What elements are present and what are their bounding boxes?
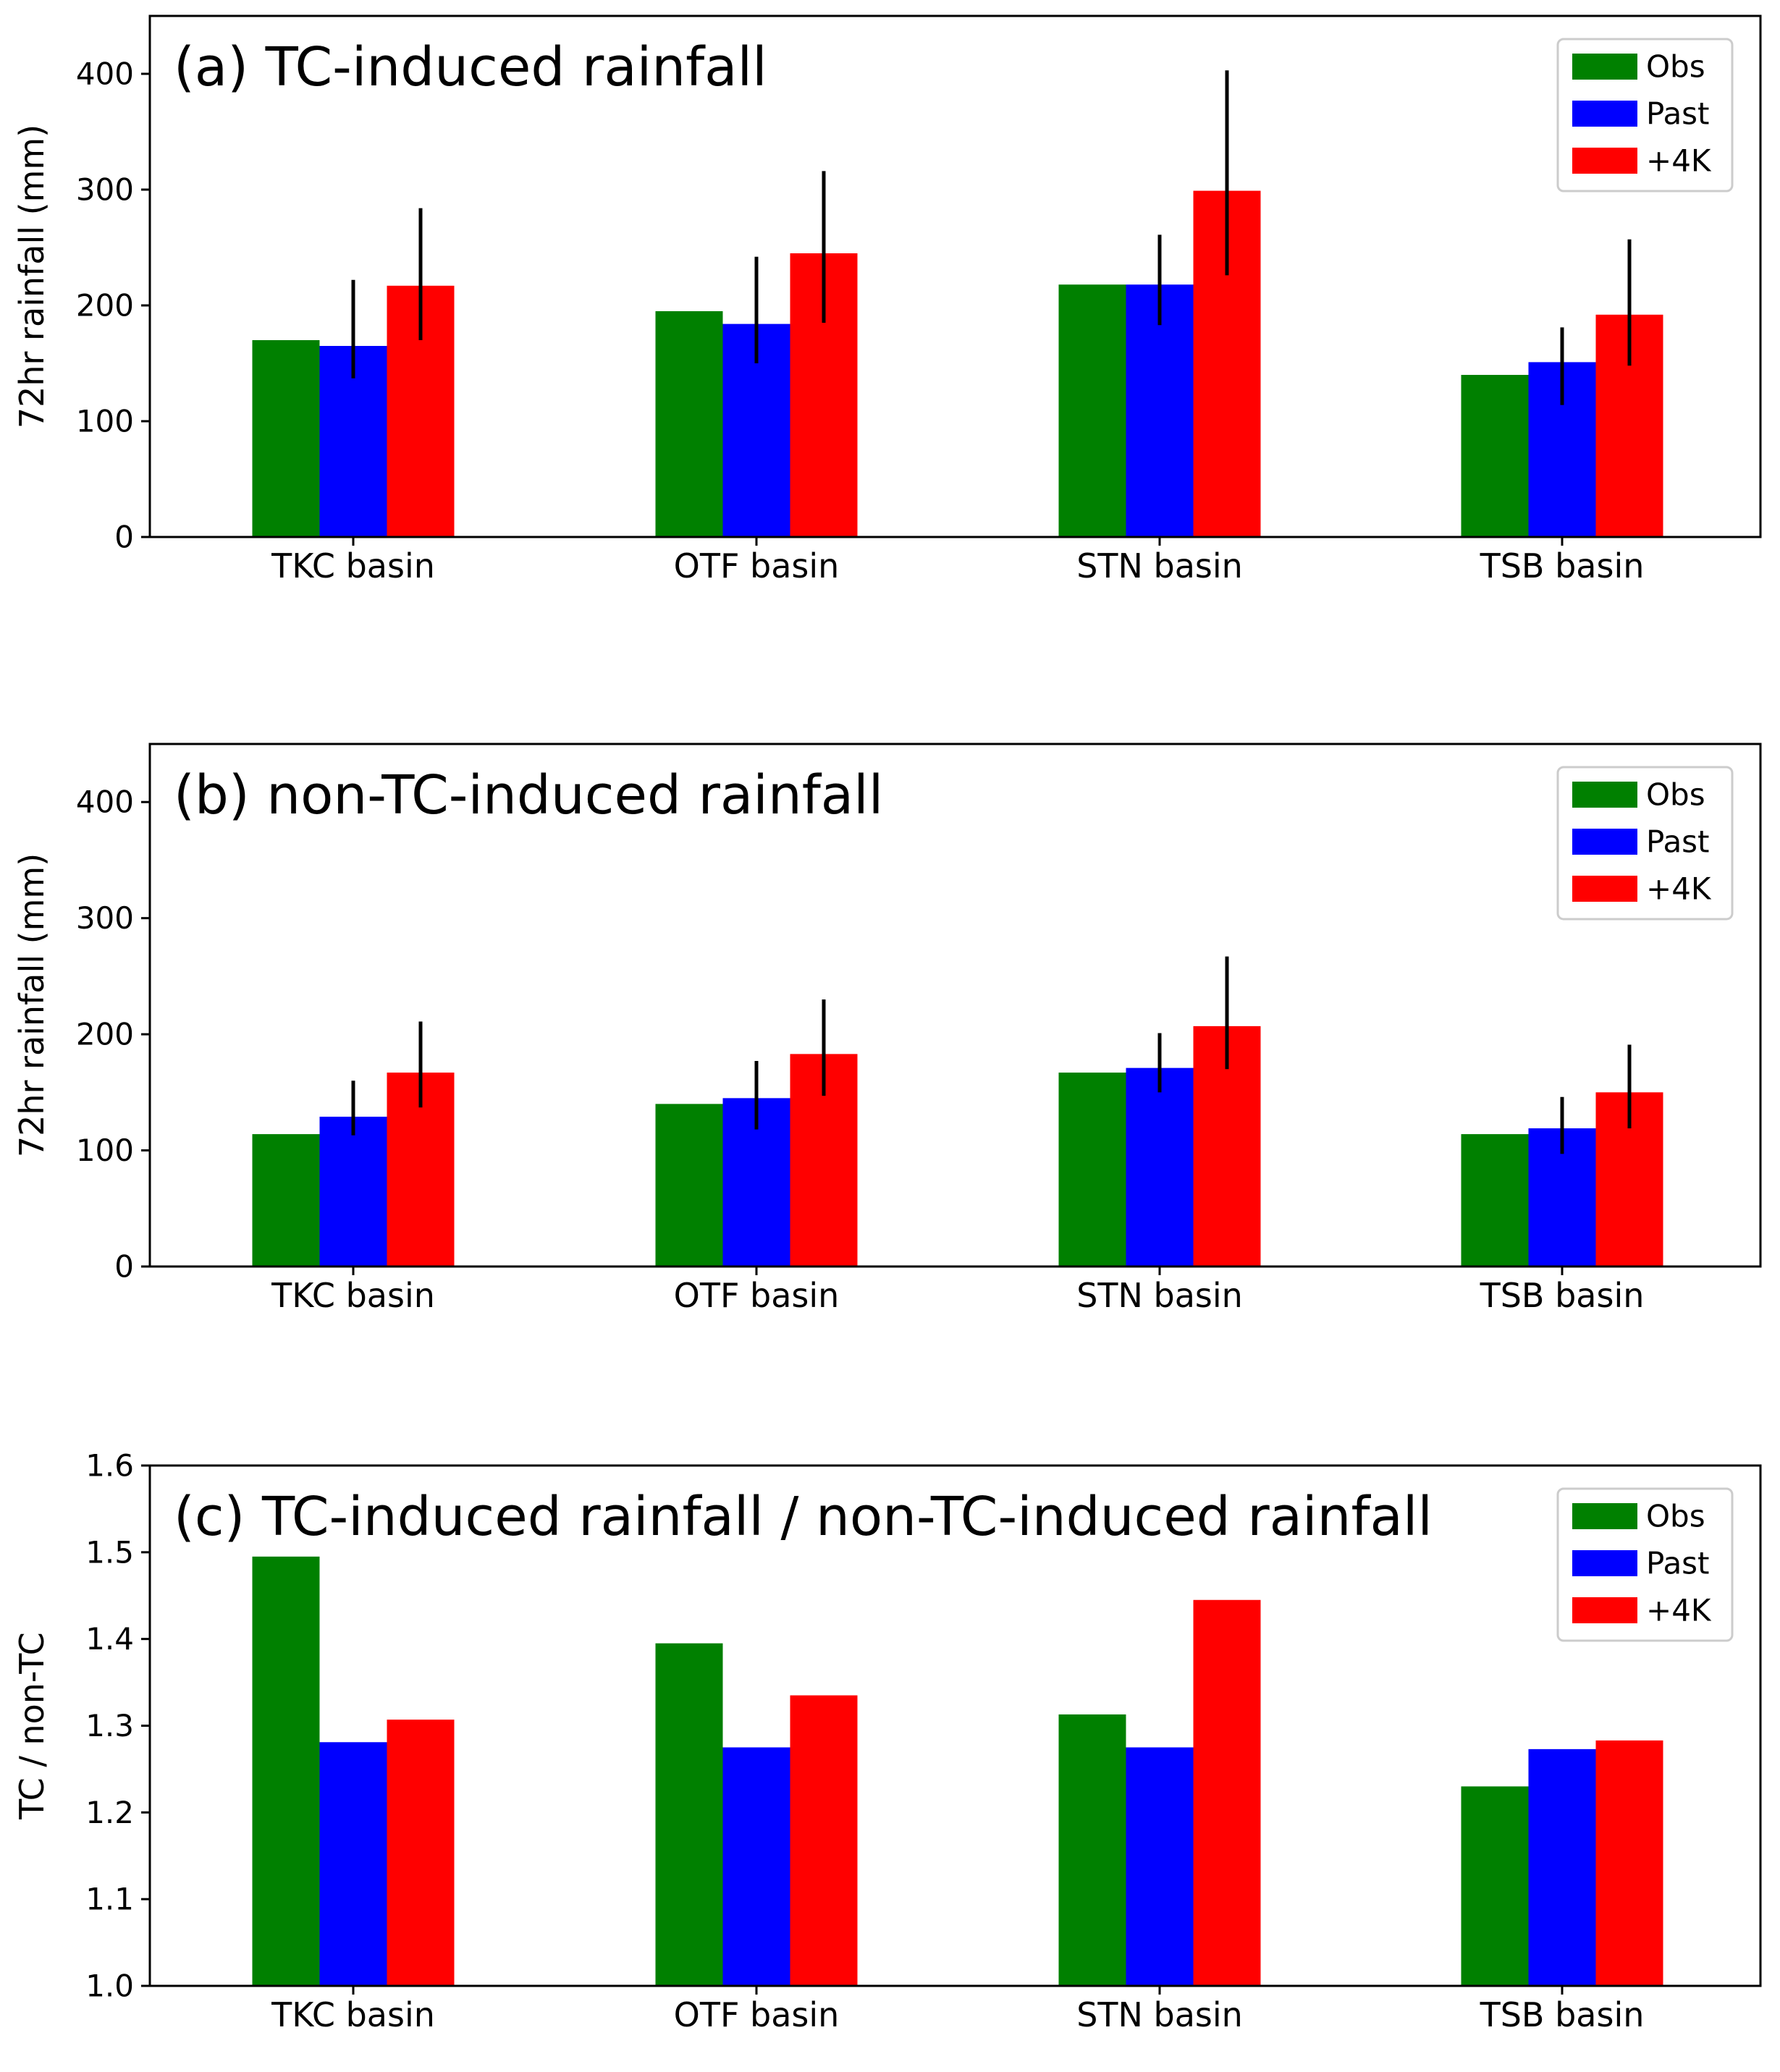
axes-frame xyxy=(148,14,1762,538)
y-tick-label: 1.0 xyxy=(85,1969,134,2004)
legend-label-obs: Obs xyxy=(1646,777,1705,813)
legend-label-4k: +4K xyxy=(1646,871,1712,907)
y-tick-label: 400 xyxy=(76,785,134,820)
bar-4k-tkc-basin xyxy=(387,1720,455,1986)
y-tick-label: 1.4 xyxy=(85,1621,134,1657)
legend: Obs Past +4K xyxy=(1556,766,1734,921)
y-tick-label: 1.2 xyxy=(85,1795,134,1830)
bar-obs-tkc-basin xyxy=(252,1134,320,1267)
panel-title: (c) TC-induced rainfall / non-TC-induced… xyxy=(174,1486,1433,1548)
y-tick-label: 300 xyxy=(76,900,134,936)
bar-obs-tkc-basin xyxy=(252,1556,320,1986)
legend-swatch-past xyxy=(1572,101,1637,127)
panel-title: (a) TC-induced rainfall xyxy=(174,36,767,98)
legend-swatch-obs xyxy=(1572,54,1637,80)
legend: Obs Past +4K xyxy=(1556,38,1734,193)
axes-frame xyxy=(148,743,1762,1268)
bar-obs-stn-basin xyxy=(1058,1714,1126,1986)
x-tick-label-tkc-basin: TKC basin xyxy=(271,1995,435,2034)
bar-obs-tsb-basin xyxy=(1461,1134,1529,1267)
bar-past-tkc-basin xyxy=(319,1117,387,1267)
y-axis-label: 72hr rainfall (mm) xyxy=(12,124,51,428)
x-tick-label-tkc-basin: TKC basin xyxy=(271,546,435,585)
y-tick-label: 300 xyxy=(76,172,134,208)
legend-swatch-4k xyxy=(1572,148,1637,174)
y-tick-label: 200 xyxy=(76,288,134,324)
legend-label-past: Past xyxy=(1646,1546,1710,1581)
x-tick-label-otf-basin: OTF basin xyxy=(674,546,840,585)
bar-4k-otf-basin xyxy=(790,1695,858,1986)
y-tick-label: 400 xyxy=(76,56,134,92)
bar-obs-stn-basin xyxy=(1058,284,1126,537)
bar-obs-tsb-basin xyxy=(1461,375,1529,537)
bar-obs-otf-basin xyxy=(655,1104,723,1267)
bar-4k-stn-basin xyxy=(1193,1599,1261,1986)
x-tick-label-stn-basin: STN basin xyxy=(1076,546,1243,585)
y-tick-label: 0 xyxy=(114,1249,134,1285)
bar-past-tsb-basin xyxy=(1528,1748,1596,1986)
bar-past-tkc-basin xyxy=(319,1742,387,1986)
y-tick-label: 1.5 xyxy=(85,1534,134,1570)
legend-label-4k: +4K xyxy=(1646,1593,1712,1628)
x-tick-label-tsb-basin: TSB basin xyxy=(1480,1995,1645,2034)
bar-past-stn-basin xyxy=(1126,284,1194,537)
x-tick-label-tkc-basin: TKC basin xyxy=(271,1276,435,1315)
legend-label-4k: +4K xyxy=(1646,143,1712,179)
bar-past-stn-basin xyxy=(1126,1067,1194,1267)
bar-past-otf-basin xyxy=(722,1747,790,1986)
y-tick-label: 100 xyxy=(76,1133,134,1168)
x-tick-label-stn-basin: STN basin xyxy=(1076,1276,1243,1315)
y-tick-label: 1.3 xyxy=(85,1708,134,1743)
x-tick-label-stn-basin: STN basin xyxy=(1076,1995,1243,2034)
legend-swatch-4k xyxy=(1572,1597,1637,1623)
bar-obs-otf-basin xyxy=(655,311,723,537)
panel-b: 0 100 200 300 400 TKC basin OTF basin STN basin… xyxy=(12,743,1762,1315)
y-axis-label: TC / non-TC xyxy=(12,1632,51,1820)
bar-obs-tsb-basin xyxy=(1461,1786,1529,1986)
legend-swatch-4k xyxy=(1572,876,1637,902)
y-tick-label: 0 xyxy=(114,520,134,555)
y-axis-label: 72hr rainfall (mm) xyxy=(12,853,51,1157)
panel-c: 1.0 1.1 1.2 1.3 1.4 1.5 1.6 TKC basin OTF basin S… xyxy=(12,1448,1762,2034)
bar-obs-otf-basin xyxy=(655,1643,723,1986)
legend: Obs Past +4K xyxy=(1556,1487,1734,1642)
y-tick-label: 100 xyxy=(76,404,134,439)
y-tick-label: 1.6 xyxy=(85,1448,134,1484)
bar-4k-tsb-basin xyxy=(1595,1740,1663,1986)
panel-title: (b) non-TC-induced rainfall xyxy=(174,764,883,826)
legend-swatch-past xyxy=(1572,829,1637,855)
legend-label-obs: Obs xyxy=(1646,1499,1705,1534)
legend-label-past: Past xyxy=(1646,824,1710,860)
x-tick-label-otf-basin: OTF basin xyxy=(674,1995,840,2034)
y-tick-label: 1.1 xyxy=(85,1882,134,1917)
panel-a: 0 100 200 300 400 TKC basin OTF basin STN basin… xyxy=(12,14,1762,585)
bar-obs-tkc-basin xyxy=(252,340,320,537)
y-tick-label: 200 xyxy=(76,1017,134,1052)
x-tick-label-tsb-basin: TSB basin xyxy=(1480,1276,1645,1315)
x-tick-label-otf-basin: OTF basin xyxy=(674,1276,840,1315)
legend-swatch-past xyxy=(1572,1550,1637,1576)
bar-past-stn-basin xyxy=(1126,1747,1194,1986)
bar-obs-stn-basin xyxy=(1058,1073,1126,1267)
legend-swatch-obs xyxy=(1572,782,1637,808)
x-tick-label-tsb-basin: TSB basin xyxy=(1480,546,1645,585)
legend-label-past: Past xyxy=(1646,96,1710,132)
legend-label-obs: Obs xyxy=(1646,49,1705,85)
legend-swatch-obs xyxy=(1572,1503,1637,1529)
